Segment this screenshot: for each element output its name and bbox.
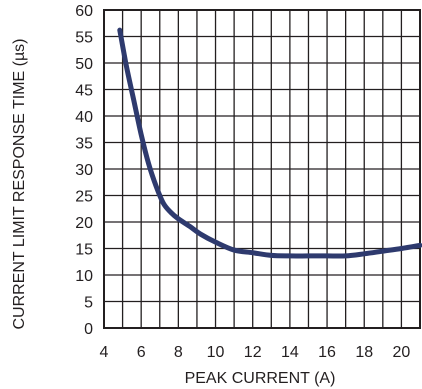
y-tick-label: 20 (75, 215, 93, 232)
x-tick-label: 10 (207, 344, 225, 361)
x-tick-labels: 4 6 8 10 12 14 16 18 20 (100, 344, 411, 361)
x-tick-label: 14 (281, 344, 299, 361)
series-line (117, 27, 422, 259)
x-tick-label: 20 (393, 344, 411, 361)
y-axis-title: CURRENT LIMIT RESPONSE TIME (µs) (11, 38, 28, 329)
y-tick-labels: 0 5 10 15 20 25 30 35 40 45 50 55 60 (75, 3, 93, 338)
y-tick-label: 0 (84, 321, 93, 338)
y-tick-label: 50 (75, 56, 93, 73)
x-tick-label: 8 (174, 344, 183, 361)
x-tick-label: 12 (244, 344, 262, 361)
x-axis-title: PEAK CURRENT (A) (185, 370, 336, 387)
y-tick-label: 35 (75, 136, 93, 153)
y-tick-label: 40 (75, 109, 93, 126)
y-tick-label: 5 (84, 295, 93, 312)
x-tick-label: 16 (318, 344, 336, 361)
y-tick-label: 10 (75, 268, 93, 285)
y-tick-label: 25 (75, 189, 93, 206)
y-tick-label: 60 (75, 3, 93, 20)
series-layer (117, 27, 422, 259)
grid (104, 10, 420, 328)
y-tick-label: 30 (75, 162, 93, 179)
x-tick-label: 18 (355, 344, 373, 361)
y-tick-label: 15 (75, 242, 93, 259)
y-tick-label: 55 (75, 30, 93, 47)
plot-frame (103, 9, 421, 329)
y-tick-label: 45 (75, 83, 93, 100)
x-tick-label: 6 (137, 344, 146, 361)
x-tick-label: 4 (100, 344, 109, 361)
